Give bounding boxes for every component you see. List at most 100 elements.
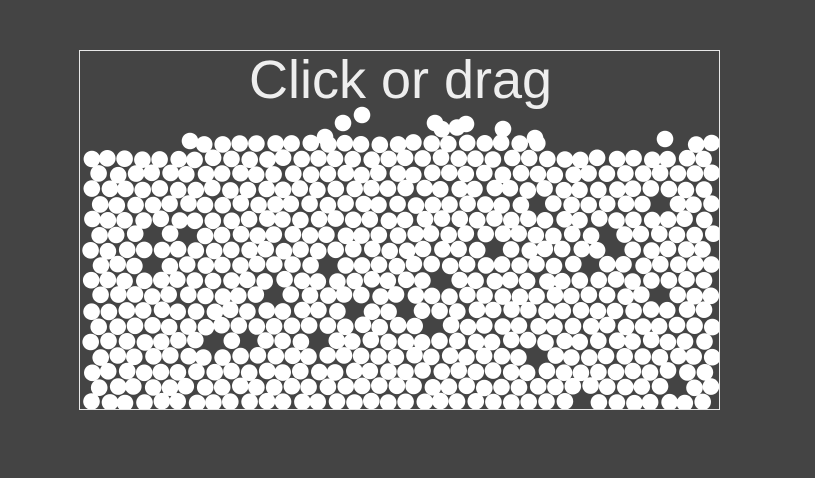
particle [371, 136, 389, 154]
particle [555, 364, 573, 382]
particle [493, 197, 510, 214]
particle [510, 379, 528, 396]
particle [116, 394, 134, 409]
particle [545, 195, 562, 212]
particle [222, 393, 239, 409]
particle [519, 182, 537, 199]
particle [537, 334, 554, 351]
particle [484, 151, 502, 168]
particle [598, 165, 616, 182]
particle [83, 393, 100, 409]
particle [284, 256, 301, 273]
simulation-canvas[interactable]: Click or drag [79, 50, 720, 410]
particle [346, 362, 363, 380]
particle-field [82, 106, 719, 409]
particle [90, 318, 107, 336]
particle [494, 225, 512, 242]
particle [257, 240, 274, 258]
particle [467, 393, 485, 409]
particle [546, 166, 564, 184]
particle [485, 393, 502, 409]
particle [84, 364, 101, 382]
particle [459, 286, 476, 304]
particle [694, 241, 711, 258]
particle [161, 257, 179, 275]
particle [670, 256, 687, 273]
particle [633, 378, 651, 395]
particle [135, 364, 153, 382]
particle [678, 241, 695, 258]
particle [659, 333, 677, 351]
particle [494, 166, 512, 184]
particle [678, 271, 695, 288]
particle [467, 272, 484, 289]
particle [109, 347, 127, 364]
particle [563, 225, 581, 243]
particle [118, 302, 136, 319]
particle [511, 135, 528, 152]
particle [397, 271, 415, 289]
particle [316, 128, 334, 146]
particle [431, 302, 448, 320]
particle [625, 211, 642, 229]
particle [389, 316, 407, 334]
particle [197, 257, 215, 274]
particle [353, 286, 370, 304]
particle [91, 196, 109, 213]
particle [442, 316, 460, 334]
particle [380, 363, 397, 380]
particle [651, 349, 669, 366]
particle [301, 227, 319, 244]
particle [476, 317, 493, 334]
particle [624, 362, 642, 380]
particle [625, 149, 642, 167]
particle [651, 164, 669, 182]
particle [205, 242, 223, 260]
particle [581, 349, 598, 366]
particle [267, 135, 284, 152]
particle [679, 364, 696, 381]
particle [258, 180, 275, 198]
particle [658, 301, 676, 319]
particle [361, 211, 379, 228]
particle [214, 288, 232, 305]
particle [127, 165, 145, 182]
particle [232, 225, 250, 243]
particle [685, 196, 702, 213]
particle [274, 364, 291, 381]
particle [110, 286, 127, 303]
particle [274, 149, 292, 166]
particle [144, 317, 161, 334]
particle [249, 227, 266, 244]
particle [187, 331, 204, 349]
particle [387, 348, 405, 366]
particle [249, 347, 267, 364]
particle [590, 332, 607, 350]
particle [424, 164, 441, 182]
particle [319, 165, 337, 183]
particle [702, 378, 719, 395]
particle [283, 317, 301, 335]
particle [380, 303, 397, 321]
particle [632, 225, 650, 243]
particle [310, 301, 327, 319]
particle [494, 120, 512, 138]
particle [545, 227, 562, 245]
particle [258, 302, 275, 319]
particle [214, 256, 231, 274]
particle [617, 378, 634, 396]
particle [274, 303, 292, 320]
particle [590, 363, 607, 381]
particle [214, 196, 231, 214]
particle [311, 363, 328, 381]
particle [206, 363, 223, 381]
particle [346, 394, 363, 409]
particle [467, 333, 485, 351]
particle [169, 240, 187, 258]
particle [197, 318, 215, 336]
particle [703, 164, 719, 182]
particle [530, 318, 547, 335]
particle [335, 347, 353, 364]
particle [441, 288, 458, 305]
particle [180, 286, 197, 304]
